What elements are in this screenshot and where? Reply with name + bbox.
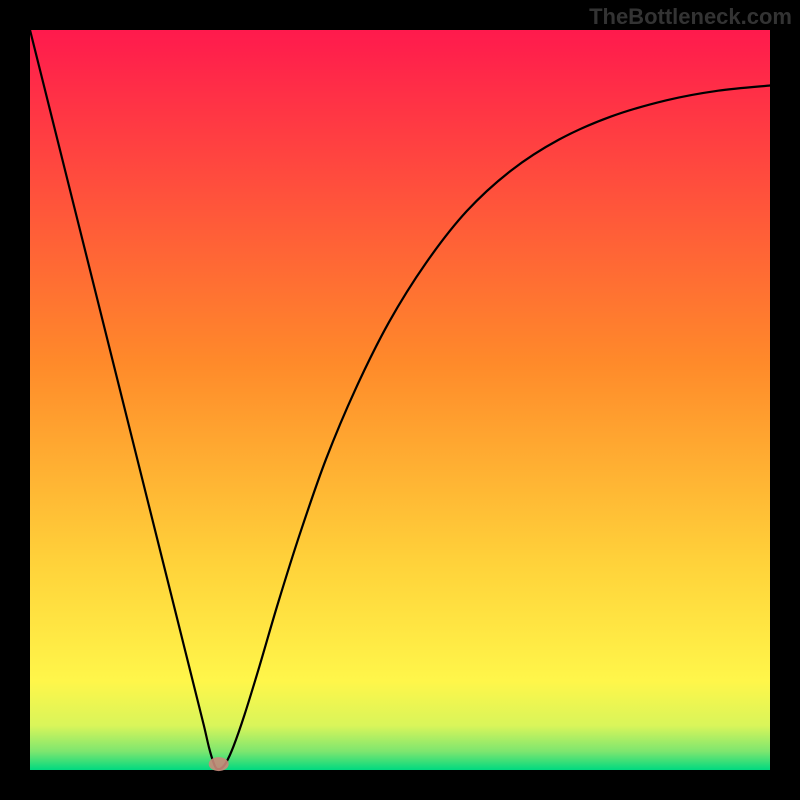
curve-layer (0, 0, 800, 800)
optimum-marker (209, 757, 229, 771)
bottleneck-curve (30, 30, 770, 769)
chart-container: TheBottleneck.com (0, 0, 800, 800)
watermark-text: TheBottleneck.com (589, 4, 792, 30)
